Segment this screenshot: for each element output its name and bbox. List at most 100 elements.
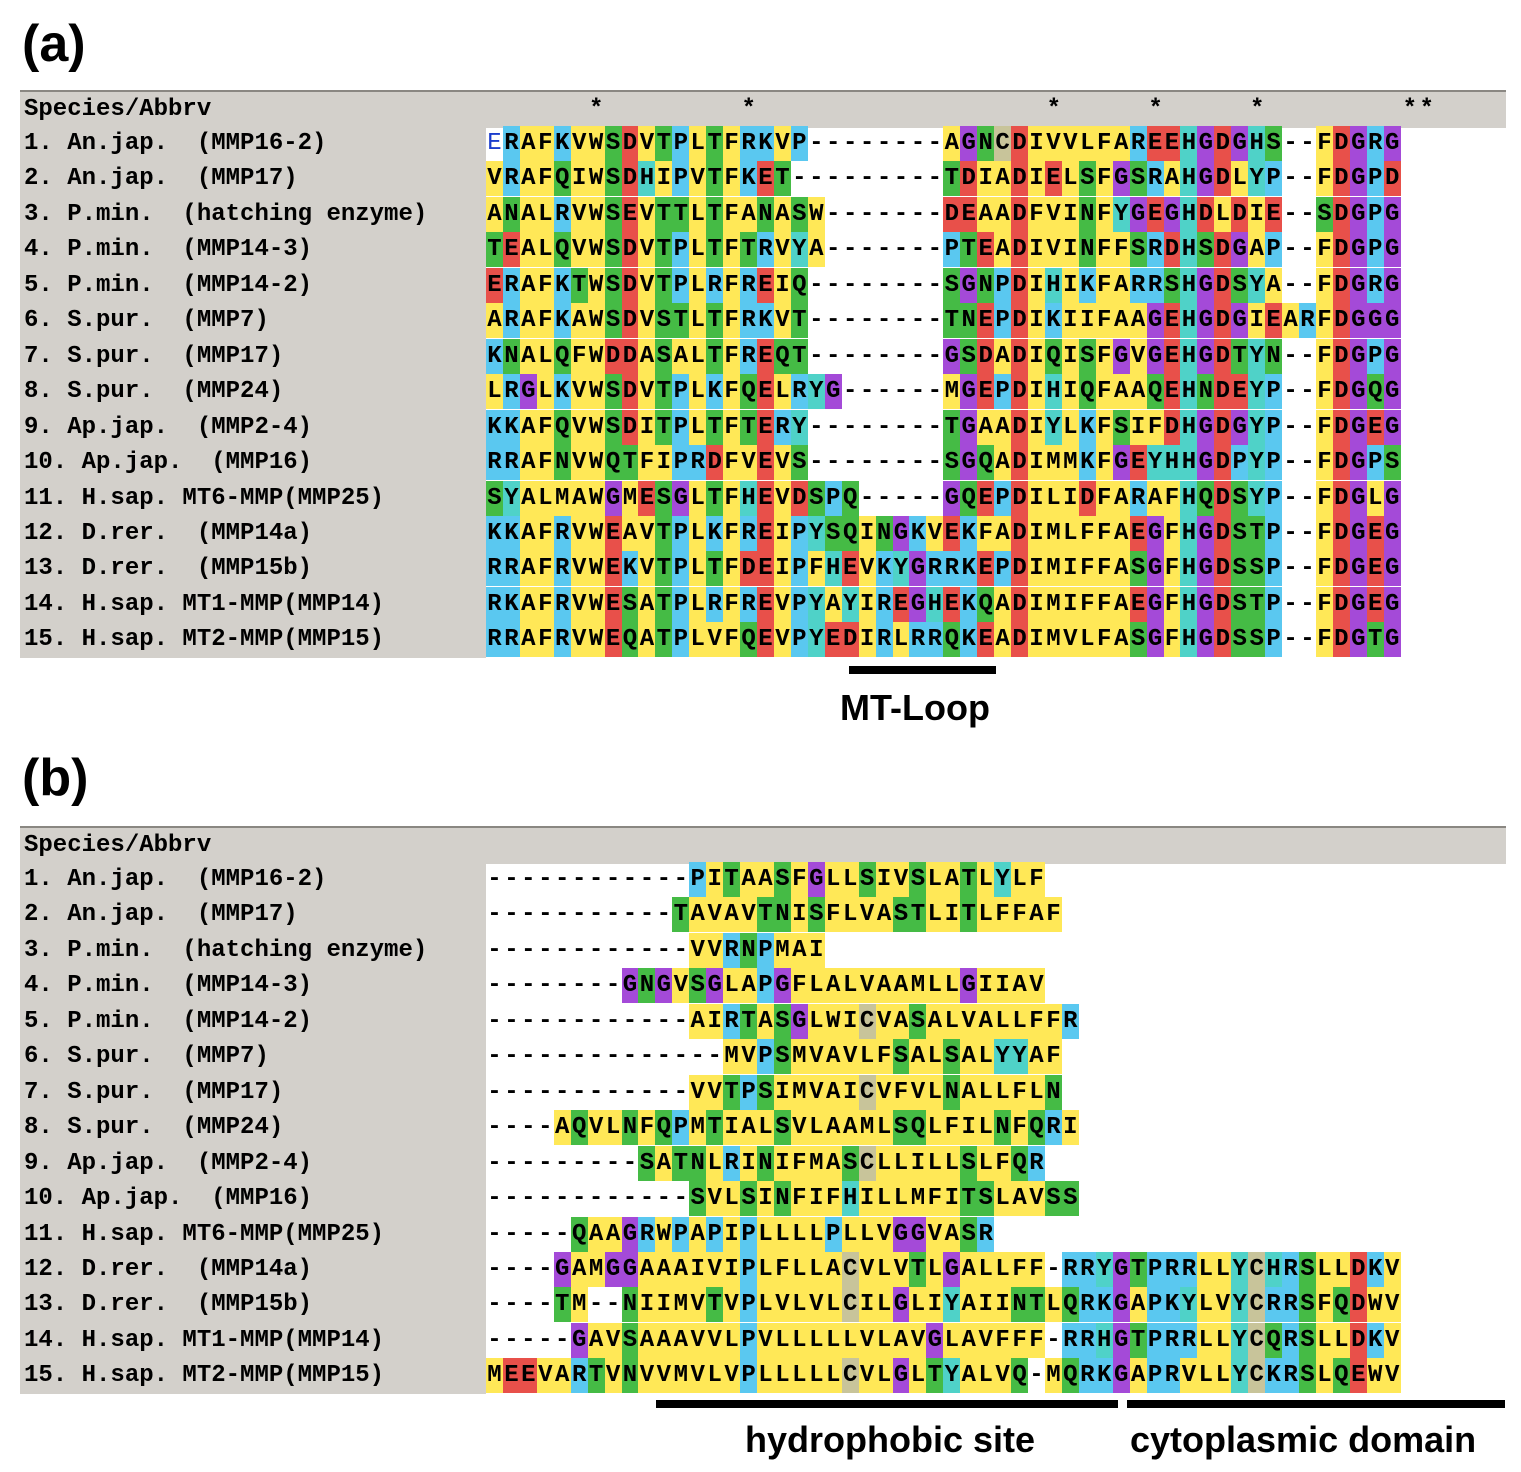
residue: I [773, 1145, 791, 1181]
residue: L [909, 1358, 927, 1394]
gap: - [876, 413, 892, 441]
residue: F [1315, 374, 1333, 410]
gap: - [1283, 165, 1298, 193]
residue: K [1095, 1287, 1113, 1323]
alignment-b-header: Species/Abbrv [20, 826, 1506, 864]
gap: - [859, 413, 875, 441]
gap: - [605, 866, 621, 893]
gap: - [521, 1255, 536, 1283]
residue: S [1129, 551, 1147, 587]
residue: Y [1231, 1251, 1249, 1287]
residue: N [553, 445, 571, 481]
residue: L [807, 1251, 825, 1287]
gap: - [538, 1291, 553, 1319]
gap: - [809, 449, 824, 477]
residue: T [960, 897, 978, 933]
residue: F [1095, 409, 1113, 445]
residue: G [1349, 586, 1367, 622]
residue: M [672, 1358, 690, 1394]
gap: - [504, 1149, 519, 1177]
gap: - [876, 165, 892, 193]
name-column-a [20, 126, 486, 658]
name-column-b [20, 862, 486, 1394]
gap: - [927, 484, 943, 512]
residue: A [1112, 515, 1130, 551]
residue: I [1061, 374, 1079, 410]
gap: - [893, 236, 909, 264]
residue: S [1129, 161, 1147, 197]
residue: L [943, 1145, 961, 1181]
residue: W [587, 374, 605, 410]
gap: - [1283, 200, 1298, 228]
gap: - [1283, 271, 1298, 299]
residue: I [977, 161, 995, 197]
residue: R [909, 622, 927, 658]
residue: V [638, 1358, 656, 1394]
residue: V [858, 1322, 876, 1358]
gap: - [707, 1043, 722, 1071]
residue: T [1129, 1251, 1147, 1287]
residue: V [875, 1003, 893, 1039]
residue: E [757, 409, 774, 445]
residue: N [621, 1358, 639, 1394]
residue: G [960, 126, 978, 161]
residue: G [1112, 1251, 1130, 1287]
residue: L [1197, 1322, 1215, 1358]
residue: I [773, 1074, 791, 1110]
residue: Y [807, 374, 825, 410]
gap: - [842, 449, 858, 477]
residue: L [689, 338, 707, 374]
residue: S [1231, 515, 1249, 551]
residue: L [926, 1039, 944, 1075]
residue: T [672, 303, 690, 339]
residue: L [926, 897, 944, 933]
gap: - [1300, 626, 1315, 654]
residue: V [1214, 1287, 1232, 1323]
gap: - [1300, 271, 1315, 299]
residue: S [604, 409, 622, 445]
residue: V [1061, 622, 1079, 658]
residue: L [1197, 1251, 1215, 1287]
residue: T [1248, 515, 1266, 551]
residue: G [1383, 586, 1401, 622]
residue: L [926, 862, 944, 897]
species-name: 11. H.sap. MT6-MMP(MMP25) [24, 484, 385, 512]
residue: M [689, 1110, 707, 1146]
gap: - [555, 866, 570, 893]
residue: I [773, 267, 791, 303]
residue: M [1044, 586, 1062, 622]
residue: G [1112, 1322, 1130, 1358]
residue: E [604, 551, 622, 587]
residue: W [587, 232, 605, 268]
residue: L [841, 968, 859, 1004]
gap: - [690, 1043, 705, 1071]
residue: A [909, 1039, 927, 1075]
residue: K [621, 551, 639, 587]
mt-loop-bar [849, 666, 996, 674]
residue: S [1231, 267, 1249, 303]
residue: S [604, 303, 622, 339]
residue: V [807, 1287, 825, 1323]
residue: F [1078, 551, 1096, 587]
residue: V [1061, 126, 1079, 161]
residue: G [672, 480, 690, 516]
residue: A [875, 897, 893, 933]
residue: F [536, 515, 554, 551]
residue: L [926, 1145, 944, 1181]
residue: F [536, 161, 554, 197]
residue: T [909, 897, 927, 933]
residue: G [892, 1358, 910, 1394]
residue: L [689, 622, 707, 658]
residue: Q [1061, 1287, 1079, 1323]
species-name: 4. P.min. (MMP14-3) [24, 972, 313, 1000]
residue: I [1061, 303, 1079, 339]
residue: G [1197, 622, 1215, 658]
gap: - [487, 936, 502, 964]
residue: M [587, 1251, 605, 1287]
residue: I [926, 1287, 944, 1323]
residue: I [1028, 445, 1045, 481]
